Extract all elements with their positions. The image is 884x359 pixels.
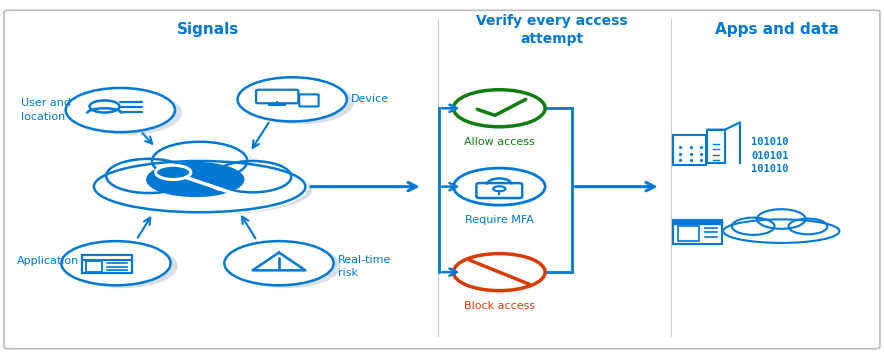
Text: Require MFA: Require MFA xyxy=(465,215,534,225)
Circle shape xyxy=(72,91,182,135)
Text: Device: Device xyxy=(351,94,389,104)
Text: Allow access: Allow access xyxy=(464,137,535,147)
Circle shape xyxy=(68,244,178,288)
Circle shape xyxy=(238,77,347,121)
Ellipse shape xyxy=(221,164,299,195)
Ellipse shape xyxy=(152,142,248,180)
FancyBboxPatch shape xyxy=(4,10,880,349)
Ellipse shape xyxy=(147,163,244,196)
Ellipse shape xyxy=(732,218,774,235)
Ellipse shape xyxy=(214,161,292,192)
Text: 101010: 101010 xyxy=(751,137,789,147)
Ellipse shape xyxy=(723,219,840,243)
Circle shape xyxy=(61,241,171,285)
Text: Application: Application xyxy=(18,256,80,266)
Circle shape xyxy=(453,168,545,205)
Text: Block access: Block access xyxy=(464,301,535,311)
Text: Verify every access
attempt: Verify every access attempt xyxy=(476,14,628,46)
Text: Apps and data: Apps and data xyxy=(715,22,839,37)
Ellipse shape xyxy=(113,162,198,196)
Circle shape xyxy=(167,170,179,175)
Circle shape xyxy=(453,90,545,127)
Text: Real-time
risk: Real-time risk xyxy=(338,255,392,278)
Circle shape xyxy=(453,253,545,291)
Ellipse shape xyxy=(106,159,191,193)
Circle shape xyxy=(245,80,354,124)
Text: 010101: 010101 xyxy=(751,151,789,160)
Text: User and
location: User and location xyxy=(21,98,71,122)
Ellipse shape xyxy=(101,164,312,215)
Circle shape xyxy=(225,241,333,285)
Text: Signals: Signals xyxy=(178,22,240,37)
Circle shape xyxy=(232,244,340,288)
Ellipse shape xyxy=(94,161,305,212)
Ellipse shape xyxy=(789,219,827,234)
Circle shape xyxy=(65,88,175,132)
Text: 101010: 101010 xyxy=(751,164,789,174)
Ellipse shape xyxy=(757,209,805,229)
Ellipse shape xyxy=(159,145,255,183)
